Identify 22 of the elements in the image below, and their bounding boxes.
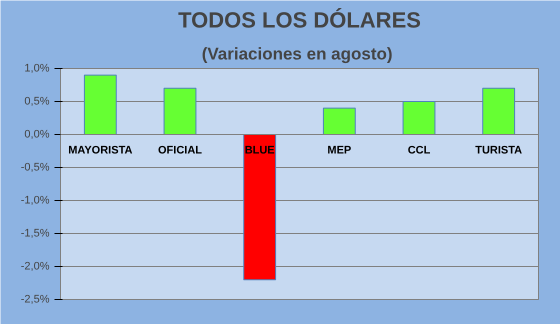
y-tick-label: 0,0% — [24, 128, 50, 140]
bar — [243, 134, 276, 280]
x-tick-label: OFICIAL — [158, 144, 202, 156]
bar — [402, 101, 436, 135]
y-tick-label: -1,5% — [20, 228, 50, 240]
bar — [164, 88, 196, 135]
chart-subtitle: (Variaciones en agosto) — [202, 44, 393, 64]
bar — [482, 88, 516, 135]
y-tick-label: -2,0% — [20, 260, 50, 272]
x-tick-label: TURISTA — [475, 144, 522, 156]
y-tick-label: -0,5% — [20, 162, 50, 174]
bar — [84, 74, 117, 135]
x-tick-label: MAYORISTA — [68, 144, 132, 156]
y-tick-label: -1,0% — [20, 194, 50, 206]
y-tick-label: -2,5% — [20, 294, 50, 306]
x-tick-label: CCL — [408, 144, 431, 156]
y-tick-label: 0,5% — [24, 96, 50, 108]
chart-title: TODOS LOS DÓLARES — [178, 8, 421, 32]
x-tick-label: BLUE — [244, 144, 275, 156]
bar — [322, 108, 356, 135]
x-tick-label: MEP — [327, 144, 352, 156]
y-tick-label: 1,0% — [24, 62, 50, 74]
